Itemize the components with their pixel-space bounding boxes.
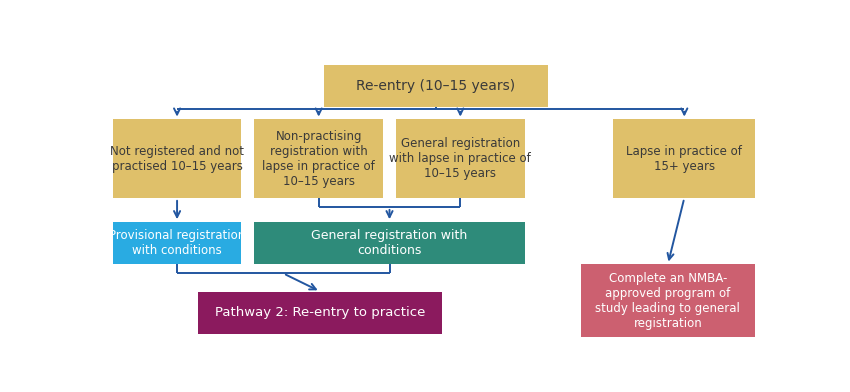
Text: Non-practising
registration with
lapse in practice of
10–15 years: Non-practising registration with lapse i… [263,130,375,188]
Text: Pathway 2: Re-entry to practice: Pathway 2: Re-entry to practice [215,306,426,319]
FancyBboxPatch shape [254,222,524,264]
FancyBboxPatch shape [614,120,755,198]
Text: General registration
with lapse in practice of
10–15 years: General registration with lapse in pract… [389,137,531,180]
FancyBboxPatch shape [113,120,241,198]
FancyBboxPatch shape [396,120,524,198]
FancyBboxPatch shape [113,222,241,264]
Text: Lapse in practice of
15+ years: Lapse in practice of 15+ years [626,145,742,173]
Text: Provisional registration
with conditions: Provisional registration with conditions [109,229,245,257]
FancyBboxPatch shape [254,120,382,198]
Text: Re-entry (10–15 years): Re-entry (10–15 years) [356,79,515,93]
Text: Not registered and not
practised 10–15 years: Not registered and not practised 10–15 y… [110,145,244,173]
FancyBboxPatch shape [581,264,755,337]
Text: General registration with
conditions: General registration with conditions [311,229,468,257]
FancyBboxPatch shape [324,65,547,107]
FancyBboxPatch shape [199,292,442,334]
Text: Complete an NMBA-
approved program of
study leading to general
registration: Complete an NMBA- approved program of st… [595,272,740,330]
